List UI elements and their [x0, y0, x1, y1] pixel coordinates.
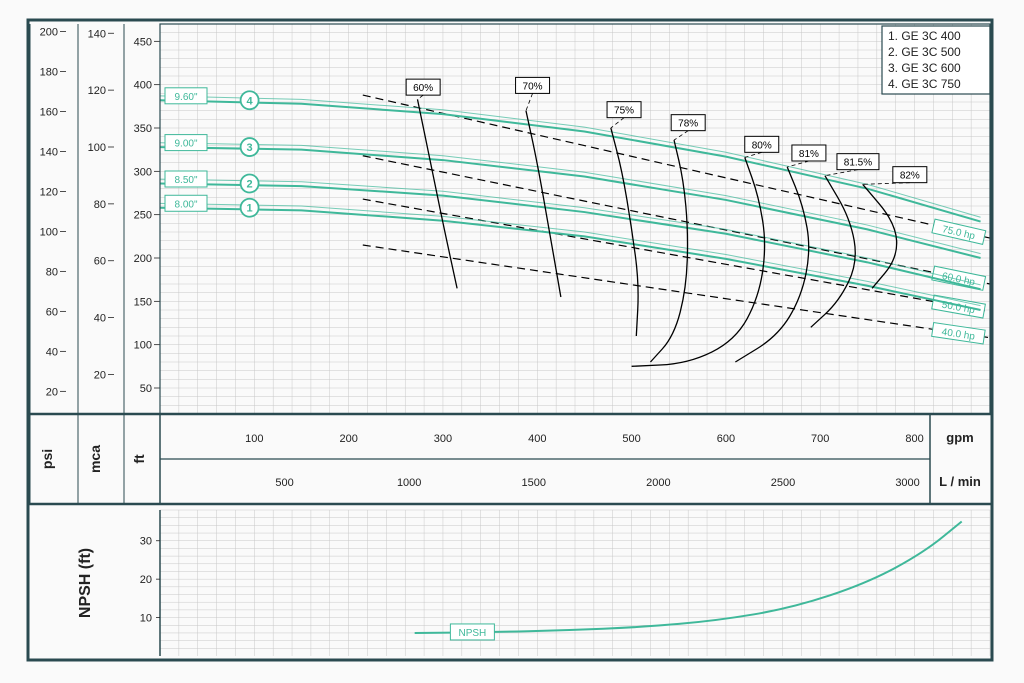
ft-tick: 400	[134, 80, 152, 92]
gpm-tick: 600	[717, 433, 735, 445]
mca-tick: 100	[88, 142, 106, 154]
svg-text:75%: 75%	[614, 106, 634, 117]
npsh-curve-label: NPSH	[458, 628, 486, 639]
svg-text:80%: 80%	[752, 140, 772, 151]
chart-svg: 5010015020025030035040045020406080100120…	[0, 0, 1024, 683]
mca-tick: 120	[88, 85, 106, 97]
svg-text:9.60": 9.60"	[174, 92, 197, 103]
lmin-tick: 2500	[771, 477, 795, 489]
svg-text:1: 1	[247, 203, 253, 215]
axis-label-lmin: L / min	[939, 474, 981, 489]
svg-text:81.5%: 81.5%	[844, 158, 872, 169]
mca-tick: 60	[94, 256, 106, 268]
svg-text:8.00": 8.00"	[174, 199, 197, 210]
svg-text:9.00": 9.00"	[174, 139, 197, 150]
gpm-tick: 400	[528, 433, 546, 445]
psi-tick: 120	[40, 186, 58, 198]
svg-text:70%: 70%	[523, 81, 543, 92]
ft-tick: 350	[134, 123, 152, 135]
efficiency-curve	[735, 167, 808, 362]
hp-label: 50.0 hp	[932, 295, 986, 318]
psi-tick: 40	[46, 346, 58, 358]
axis-label-psi: psi	[39, 449, 55, 469]
psi-tick: 60	[46, 306, 58, 318]
lmin-tick: 500	[275, 477, 293, 489]
gpm-tick: 100	[245, 433, 263, 445]
svg-text:4: 4	[247, 95, 254, 107]
ft-tick: 450	[134, 36, 152, 48]
axis-label-ft: ft	[131, 454, 147, 464]
lmin-tick: 3000	[895, 477, 919, 489]
gpm-tick: 500	[622, 433, 640, 445]
lmin-tick: 1000	[397, 477, 421, 489]
npsh-tick: 10	[140, 613, 152, 625]
svg-text:60%: 60%	[413, 83, 433, 94]
ft-tick: 300	[134, 166, 152, 178]
ft-tick: 250	[134, 210, 152, 222]
ft-tick: 200	[134, 253, 152, 265]
pump-curve-chart: 5010015020025030035040045020406080100120…	[0, 0, 1024, 683]
svg-text:81%: 81%	[799, 149, 819, 160]
hp-label: 60.0 hp	[932, 266, 986, 290]
legend-item: 2. GE 3C 500	[888, 45, 961, 59]
psi-tick: 200	[40, 26, 58, 38]
lmin-tick: 1500	[522, 477, 546, 489]
legend-item: 1. GE 3C 400	[888, 29, 961, 43]
npsh-tick: 30	[140, 536, 152, 548]
psi-tick: 180	[40, 66, 58, 78]
axis-label-mca: mca	[87, 445, 103, 473]
svg-text:3: 3	[247, 142, 253, 154]
gpm-tick: 700	[811, 433, 829, 445]
psi-tick: 80	[46, 266, 58, 278]
svg-text:82%: 82%	[900, 171, 920, 182]
legend-item: 3. GE 3C 600	[888, 61, 961, 75]
mca-tick: 20	[94, 369, 106, 381]
ft-tick: 50	[140, 383, 152, 395]
axis-label-npsh: NPSH (ft)	[77, 548, 94, 618]
mca-tick: 80	[94, 199, 106, 211]
svg-text:8.50": 8.50"	[174, 175, 197, 186]
gpm-tick: 800	[905, 433, 923, 445]
psi-tick: 140	[40, 146, 58, 158]
mca-tick: 40	[94, 313, 106, 325]
ft-tick: 100	[134, 340, 152, 352]
svg-text:2: 2	[247, 178, 253, 190]
npsh-tick: 20	[140, 574, 152, 586]
psi-tick: 160	[40, 106, 58, 118]
ft-tick: 150	[134, 296, 152, 308]
psi-tick: 100	[40, 226, 58, 238]
hp-label: 40.0 hp	[932, 323, 985, 344]
legend-item: 4. GE 3C 750	[888, 77, 961, 91]
axis-label-gpm: gpm	[946, 430, 973, 445]
mca-tick: 140	[88, 28, 106, 40]
gpm-tick: 300	[434, 433, 452, 445]
gpm-tick: 200	[339, 433, 357, 445]
psi-tick: 20	[46, 386, 58, 398]
lmin-tick: 2000	[646, 477, 670, 489]
svg-text:78%: 78%	[678, 119, 698, 130]
